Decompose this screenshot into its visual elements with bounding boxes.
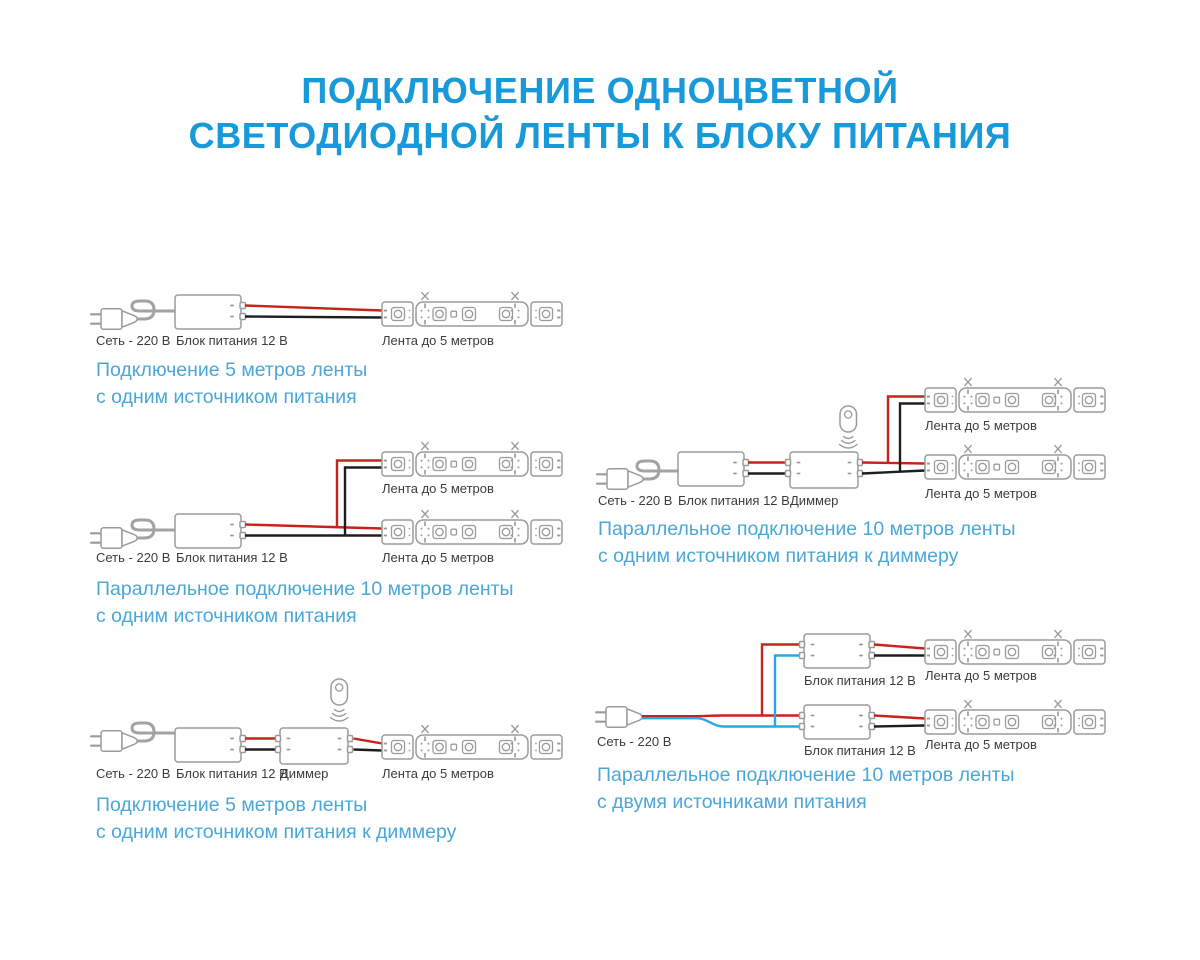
wire-black [873, 654, 926, 728]
caption-d5-line2: с двумя источниками питания [597, 791, 867, 813]
label-dimmer-d3: Диммер [280, 766, 329, 781]
led-strip [925, 701, 1105, 735]
caption-d3: Подключение 5 метров ленты с одним источ… [96, 792, 456, 846]
page-title-line1: ПОДКЛЮЧЕНИЕ ОДНОЦВЕТНОЙ [301, 70, 899, 111]
led-strip [382, 443, 562, 477]
wire-red [873, 643, 926, 720]
wire-red [861, 395, 926, 465]
psu-box [174, 727, 247, 763]
label-mains-d1: Сеть - 220 В [96, 333, 171, 348]
led-strip [382, 726, 562, 760]
wire-black [244, 315, 383, 319]
power-cord [130, 721, 178, 743]
led-strip [925, 446, 1105, 480]
label-dimmer-d4: Диммер [790, 493, 839, 508]
label-strip-d3: Лента до 5 метров [382, 766, 494, 781]
caption-d1: Подключение 5 метров ленты с одним источ… [96, 357, 367, 411]
diagram-1-graphic [89, 293, 562, 330]
power-cord [130, 299, 178, 321]
wire-black [245, 748, 383, 752]
caption-d5: Параллельное подключение 10 метров ленты… [597, 762, 1015, 816]
caption-d4: Параллельное подключение 10 метров ленты… [598, 516, 1016, 570]
psu-box [800, 634, 875, 668]
label-strip-top-d4: Лента до 5 метров [925, 418, 1037, 433]
plug-icon [89, 308, 138, 330]
diagram-5-graphic [594, 631, 1105, 740]
caption-d2-line2: с одним источником питания [96, 605, 357, 627]
wire-red [244, 304, 383, 312]
wire-black [861, 402, 926, 475]
caption-d3-line1: Подключение 5 метров ленты [96, 794, 368, 816]
label-psu-bottom-d5: Блок питания 12 В [804, 743, 916, 758]
plug-icon [595, 468, 644, 490]
page-title: ПОДКЛЮЧЕНИЕ ОДНОЦВЕТНОЙ СВЕТОДИОДНОЙ ЛЕН… [0, 68, 1200, 158]
wire-red [244, 459, 383, 530]
caption-d3-line2: с одним источником питания к диммеру [96, 821, 457, 843]
label-strip-top-d2: Лента до 5 метров [382, 481, 494, 496]
label-strip-bottom-d5: Лента до 5 метров [925, 737, 1037, 752]
led-strip [925, 379, 1105, 413]
label-psu-d3: Блок питания 12 В [176, 766, 288, 781]
label-psu-top-d5: Блок питания 12 В [804, 673, 916, 688]
label-mains-d2: Сеть - 220 В [96, 550, 171, 565]
caption-d1-line1: Подключение 5 метров ленты [96, 359, 368, 381]
power-cord [130, 518, 178, 540]
label-strip-top-d5: Лента до 5 метров [925, 668, 1037, 683]
label-mains-d3: Сеть - 220 В [96, 766, 171, 781]
psu-box [800, 705, 875, 739]
label-strip-bottom-d4: Лента до 5 метров [925, 486, 1037, 501]
caption-d4-line1: Параллельное подключение 10 метров ленты [598, 518, 1016, 540]
dimmer-box [274, 727, 354, 765]
psu-box [677, 451, 750, 487]
label-strip-d1: Лента до 5 метров [382, 333, 494, 348]
remote-control-icon [838, 405, 858, 449]
caption-d4-line2: с одним источником питания к диммеру [598, 545, 959, 567]
psu-box [174, 294, 247, 330]
wire-blue [642, 654, 800, 728]
diagram-2-graphic [89, 443, 562, 549]
wire-black [245, 466, 382, 537]
wire-red [642, 643, 800, 718]
caption-d2-line1: Параллельное подключение 10 метров ленты [96, 578, 514, 600]
diagram-3-graphic [89, 678, 562, 765]
label-strip-bottom-d2: Лента до 5 метров [382, 550, 494, 565]
plug-icon [89, 527, 138, 549]
led-strip [925, 631, 1105, 665]
power-cord [635, 459, 681, 481]
label-psu-d1: Блок питания 12 В [176, 333, 288, 348]
page-title-line2: СВЕТОДИОДНОЙ ЛЕНТЫ К БЛОКУ ПИТАНИЯ [188, 115, 1012, 156]
dimmer-box [784, 451, 864, 489]
plug-icon [89, 730, 138, 752]
label-psu-d4: Блок питания 12 В [678, 493, 790, 508]
led-strip [382, 511, 562, 545]
caption-d5-line1: Параллельное подключение 10 метров ленты [597, 764, 1015, 786]
caption-d2: Параллельное подключение 10 метров ленты… [96, 576, 514, 630]
psu-box [174, 513, 247, 549]
plug-icon [594, 706, 643, 728]
wire-red [245, 737, 383, 745]
diagram-4-graphic [595, 379, 1105, 490]
label-mains-d5: Сеть - 220 В [597, 734, 672, 749]
remote-control-icon [329, 678, 349, 722]
label-mains-d4: Сеть - 220 В [598, 493, 673, 508]
label-psu-d2: Блок питания 12 В [176, 550, 288, 565]
caption-d1-line2: с одним источником питания [96, 386, 357, 408]
led-strip [382, 293, 562, 327]
